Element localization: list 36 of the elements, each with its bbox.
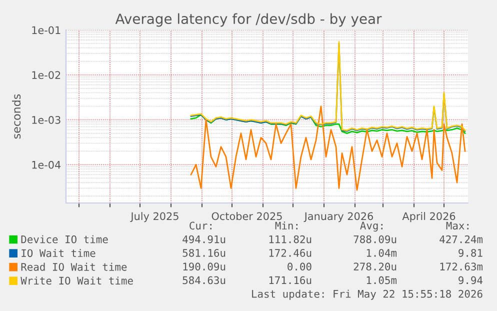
text: 427.24m <box>440 235 483 244</box>
y-tick-label: 1e-03 <box>32 116 60 124</box>
legend-label: Read IO Wait time <box>21 262 127 271</box>
text: Avg: <box>360 222 382 232</box>
text: 172.46u <box>269 248 312 257</box>
y-axis-title: seconds <box>12 94 21 139</box>
text: 190.09u <box>183 262 226 271</box>
text: 172.63m <box>440 262 483 271</box>
x-tick-label: July 2025 <box>130 212 178 222</box>
text: 9.94 <box>458 276 483 284</box>
x-tick-label: April 2026 <box>402 212 456 222</box>
text: 494.91u <box>182 235 226 244</box>
x-tick-label: October 2025 <box>212 212 282 220</box>
text: 278.20u <box>354 262 396 271</box>
legend-label: Device IO time <box>21 235 108 244</box>
chart-title: Average latency for /dev/sdb - by year <box>115 13 382 27</box>
text: 171.16u <box>269 276 312 284</box>
text: 1.05m <box>366 276 397 284</box>
text: 584.63u <box>182 276 226 284</box>
line-series <box>190 106 466 191</box>
y-tick-label: 1e-04 <box>32 160 61 169</box>
legend-label: IO Wait time <box>22 249 96 258</box>
text: Max: <box>446 222 468 230</box>
text: Min: <box>275 222 298 230</box>
text: 9.81 <box>458 248 482 257</box>
text: 0.00 <box>288 262 312 271</box>
text: Cur: <box>190 222 212 230</box>
x-tick-label: January 2026 <box>304 212 373 222</box>
text: 1.04m <box>366 248 397 257</box>
y-tick-label: 1e-01 <box>32 26 60 34</box>
legend-label: Write IO Wait time <box>20 276 133 285</box>
text: 788.09u <box>354 235 396 244</box>
text: Last update: Fri May 22 15:55:18 2026 <box>252 290 482 300</box>
text: 111.82u <box>269 235 312 244</box>
text: 581.16u <box>182 248 226 257</box>
y-tick-label: 1e-02 <box>32 71 60 79</box>
